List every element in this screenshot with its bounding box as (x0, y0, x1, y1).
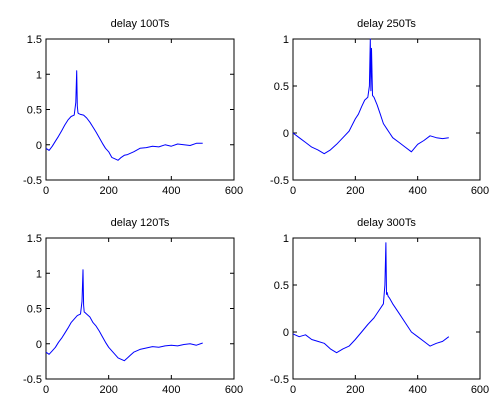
series-line-1 (292, 38, 449, 155)
y-tick-label: 1.5 (27, 233, 42, 245)
y-tick-label: 0 (283, 327, 289, 339)
x-tick-label: 200 (346, 384, 364, 396)
y-tick-label: -0.5 (23, 374, 42, 386)
x-tick-label: 0 (43, 384, 49, 396)
x-tick-label: 600 (471, 384, 489, 396)
x-tick-label: 600 (225, 384, 243, 396)
x-tick-label: 0 (43, 185, 49, 197)
y-tick-label: 0 (36, 140, 42, 152)
x-tick-label: 400 (408, 185, 426, 197)
x-tick-label: 600 (225, 185, 243, 197)
x-tick-label: 400 (408, 384, 426, 396)
y-tick-label: 0.5 (27, 105, 42, 117)
y-tick-label: 1.5 (27, 34, 42, 46)
x-tick-label: 200 (99, 185, 117, 197)
plot-title: delay 100Ts (111, 18, 170, 30)
y-tick-label: -0.5 (23, 175, 42, 187)
y-tick-label: 0 (283, 128, 289, 140)
x-tick-label: 400 (162, 384, 180, 396)
x-tick-label: 400 (162, 185, 180, 197)
x-tick-label: 0 (290, 384, 296, 396)
plot-frame (45, 38, 235, 181)
plot-title: delay 300Ts (357, 217, 416, 229)
plot-title: delay 250Ts (357, 18, 416, 30)
x-tick-label: 0 (290, 185, 296, 197)
y-tick-label: 0 (36, 339, 42, 351)
plot-frame (292, 38, 481, 181)
series-line-1 (292, 242, 450, 354)
y-tick-label: 0.5 (274, 280, 289, 292)
x-tick-label: 200 (99, 384, 117, 396)
plot-title: delay 120Ts (111, 217, 170, 229)
y-tick-label: 0.5 (274, 81, 289, 93)
y-tick-label: 0.5 (27, 304, 42, 316)
plot-frame (45, 237, 235, 380)
series-line-1 (45, 70, 203, 161)
y-tick-label: 1 (36, 268, 42, 280)
x-tick-label: 600 (471, 185, 489, 197)
y-tick-label: 1 (36, 69, 42, 81)
y-tick-label: 1 (283, 34, 289, 46)
y-tick-label: -0.5 (270, 175, 289, 187)
x-tick-label: 200 (346, 185, 364, 197)
y-tick-label: 1 (283, 233, 289, 245)
series-line-1 (45, 269, 203, 362)
y-tick-label: -0.5 (270, 374, 289, 386)
